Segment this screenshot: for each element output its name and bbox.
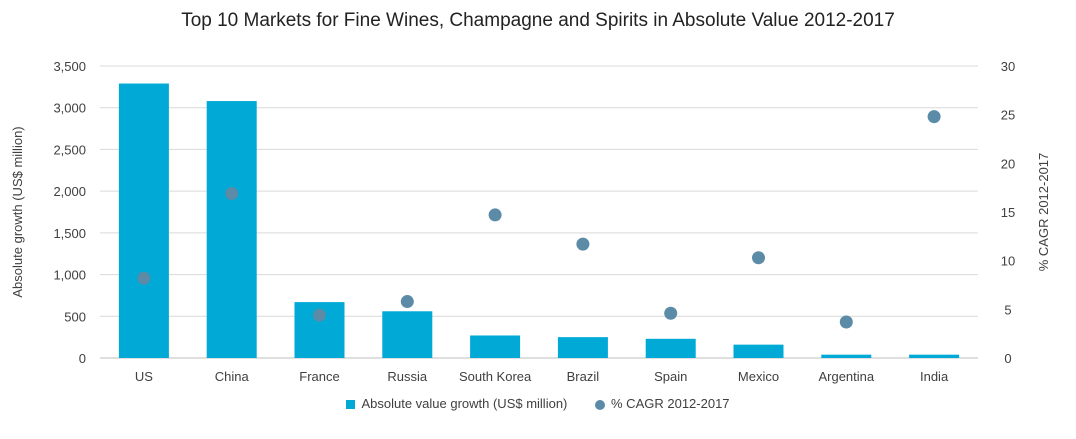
bar: [557, 337, 608, 358]
x-tick-label: Argentina: [818, 369, 874, 384]
cagr-point: [576, 237, 590, 251]
y2-tick-label: 5: [1004, 302, 1011, 317]
bar: [733, 344, 784, 358]
cagr-point: [752, 251, 765, 265]
legend-item-bars: Absolute value growth (US$ million): [346, 396, 567, 411]
bar: [206, 101, 257, 358]
cagr-point: [400, 295, 414, 309]
x-tick-label: Spain: [654, 369, 687, 384]
y2-axis-title: % CAGR 2012-2017: [1036, 153, 1051, 272]
cagr-point: [137, 271, 151, 285]
legend-item-cagr: % CAGR 2012-2017: [595, 396, 730, 411]
chart-title: Top 10 Markets for Fine Wines, Champagne…: [181, 10, 895, 31]
legend-label-bars: Absolute value growth (US$ million): [361, 396, 568, 411]
x-tick-label: France: [299, 369, 339, 384]
x-tick-label: US: [135, 369, 153, 384]
cagr-point: [313, 308, 326, 322]
y-tick-label: 3,500: [53, 59, 86, 74]
bar: [645, 338, 696, 358]
bar: [382, 311, 433, 358]
cagr-point: [839, 315, 853, 329]
bar: [821, 354, 872, 358]
legend-label-cagr: % CAGR 2012-2017: [611, 396, 730, 411]
bar: [470, 335, 521, 358]
bar: [909, 354, 960, 358]
legend: Absolute value growth (US$ million) % CA…: [0, 396, 1076, 411]
x-tick-label: Mexico: [738, 369, 779, 384]
cagr-point: [927, 110, 941, 124]
y-tick-label: 0: [79, 351, 86, 366]
legend-swatch-cagr: [595, 399, 606, 410]
x-tick-label: Brazil: [567, 369, 600, 384]
cagr-point: [225, 187, 239, 201]
legend-swatch-bars: [346, 400, 356, 410]
y-tick-label: 1,500: [53, 226, 86, 241]
y-tick-label: 2,000: [53, 184, 86, 199]
x-tick-label: South Korea: [459, 369, 532, 384]
cagr-point: [664, 306, 678, 320]
y2-tick-label: 30: [1001, 59, 1015, 74]
cagr-point: [488, 208, 502, 222]
y-tick-label: 1,000: [53, 268, 86, 283]
y2-tick-label: 10: [1001, 254, 1015, 269]
y2-tick-label: 0: [1004, 351, 1011, 366]
y2-tick-label: 20: [1001, 156, 1015, 171]
x-tick-label: China: [215, 369, 250, 384]
bar: [118, 83, 169, 359]
y-axis-title: Absolute growth (US$ million): [10, 126, 25, 297]
y-tick-label: 3,000: [53, 101, 86, 116]
y-tick-label: 2,500: [53, 142, 86, 157]
x-tick-label: India: [920, 369, 949, 384]
y2-tick-label: 25: [1001, 108, 1015, 123]
x-tick-label: Russia: [387, 369, 428, 384]
y2-tick-label: 15: [1001, 205, 1015, 220]
y-tick-label: 500: [64, 309, 86, 324]
